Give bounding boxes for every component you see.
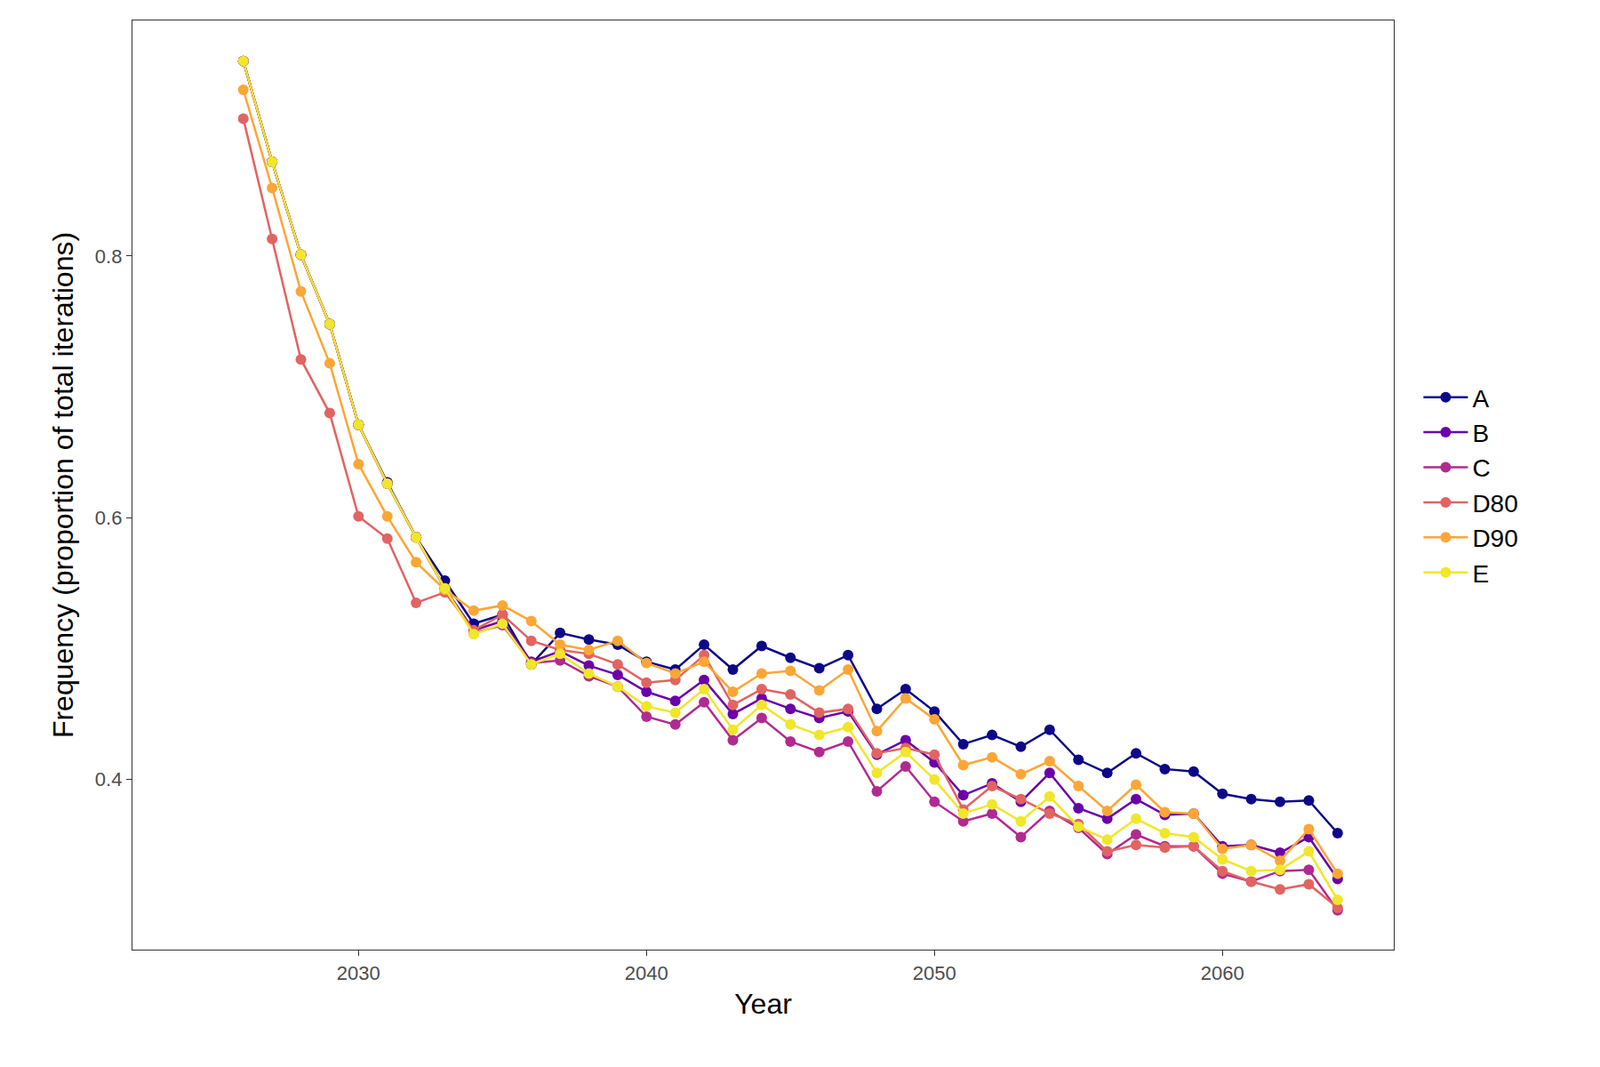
- svg-text:0.4: 0.4: [95, 768, 123, 791]
- svg-text:C: C: [1472, 454, 1490, 482]
- svg-text:D80: D80: [1472, 489, 1518, 518]
- svg-text:2030: 2030: [336, 961, 381, 984]
- svg-text:2040: 2040: [624, 961, 669, 984]
- svg-text:B: B: [1472, 419, 1489, 448]
- svg-text:0.6: 0.6: [95, 506, 123, 529]
- svg-text:2050: 2050: [912, 961, 957, 984]
- svg-text:Year: Year: [734, 987, 792, 1020]
- svg-text:0.8: 0.8: [95, 245, 123, 268]
- svg-text:A: A: [1472, 384, 1489, 413]
- svg-text:2060: 2060: [1200, 961, 1245, 984]
- svg-text:E: E: [1472, 560, 1489, 588]
- svg-text:Frequency (proportion of total: Frequency (proportion of total iteration…: [47, 232, 80, 738]
- svg-text:D90: D90: [1472, 524, 1518, 552]
